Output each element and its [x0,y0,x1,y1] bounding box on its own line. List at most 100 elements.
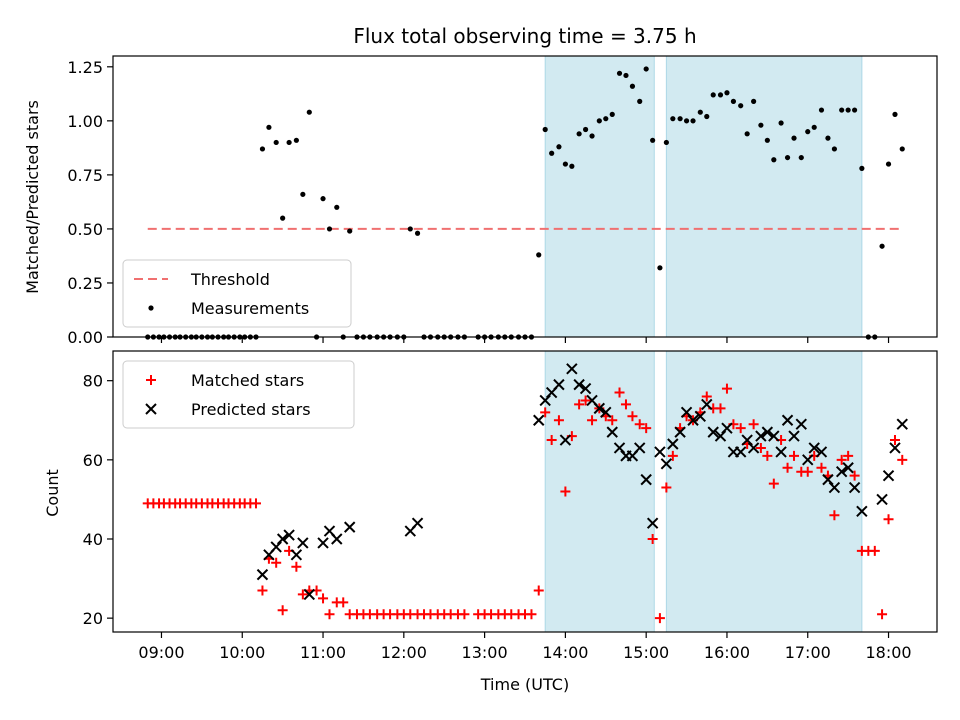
matched-stars-point [291,561,302,572]
matched-stars-point [883,514,894,525]
matched-stars-point [869,545,880,556]
y-axis-label-top: Matched/Predicted stars [23,100,42,294]
predicted-stars-point [694,410,707,423]
predicted-stars-point [747,442,760,454]
x-axis-label: Time (UTC) [480,675,569,694]
measurement-point [266,124,272,130]
predicted-stars-point [768,430,780,442]
predicted-stars-point [707,426,719,438]
matched-stars-point [526,609,537,620]
matched-stars-point [836,454,847,465]
predicted-stars-point [634,442,646,454]
matched-stars-point [802,466,813,477]
matched-stars-point [580,395,591,406]
y-tick-label: 0.00 [67,328,103,347]
measurement-point [589,133,595,139]
matched-stars-point [318,593,329,604]
predicted-stars-point [553,378,565,391]
measurement-point [549,150,555,156]
matched-stars-point [701,391,712,402]
measurement-point [798,154,804,161]
predicted-stars-point [539,394,551,407]
measurement-point [286,139,292,146]
matched-stars-point [768,478,779,489]
measurement-point [805,129,811,135]
predicted-stars-point [343,521,356,533]
predicted-stars-point [317,537,329,549]
measurement-point [576,131,582,137]
matched-stars-point [877,609,888,620]
legend-label: Measurements [191,299,309,318]
predicted-stars-point [714,430,727,442]
measurement-point [609,111,615,117]
x-tick-label: 15:00 [623,643,669,662]
measurement-point [744,131,750,137]
predicted-stars-point [579,382,592,395]
observing-window-band [665,55,863,338]
measurement-point [603,116,609,122]
measurement-point [663,139,669,146]
matched-stars-point [721,383,732,394]
matched-stars-point [324,609,335,620]
measurement-point [623,72,629,79]
predicted-stars-point [674,426,686,438]
matched-stars-point [647,533,658,544]
matched-stars-point [843,450,854,461]
matched-stars-point [654,613,665,624]
predicted-stars-point [640,473,652,486]
predicted-stars-point [788,430,800,442]
predicted-stars-point [573,378,585,391]
measurement-point [892,111,898,117]
legend-predicted-swatch [145,403,157,415]
legend-matched-swatch [146,375,156,385]
predicted-stars-point [896,418,908,430]
legend-box [122,360,355,429]
measurement-point [852,107,858,113]
predicted-stars-point [835,466,848,478]
predicted-stars-point [842,462,854,474]
predicted-stars-point [761,426,774,438]
matched-stars-point [641,423,652,434]
legend-box [122,259,352,328]
shade-layer-bottom [544,350,863,633]
measurement-point [764,137,770,143]
y-axis-label-bottom: Count [43,469,62,517]
predicted-stars-point [411,517,424,529]
marks-layer [142,66,908,624]
matched-stars-point [533,585,544,596]
predicted-stars-point [290,549,303,561]
x-tick-label: 18:00 [865,643,911,662]
matched-stars-point [560,486,571,497]
measurement-point [690,118,696,124]
measurement-point [306,109,312,115]
measurement-point [637,98,643,104]
measurement-point [683,118,690,124]
measurement-point [751,98,757,104]
predicted-stars-point [646,517,659,529]
matched-stars-point [661,482,672,493]
matched-stars-point [715,403,726,414]
measurement-point [784,154,791,161]
measurement-point [730,98,737,104]
predicted-stars-point [734,446,747,458]
predicted-stars-point [856,505,868,517]
matched-stars-point [755,442,766,453]
measurement-point [845,107,851,113]
measurement-point [643,66,649,72]
measurement-point [738,103,744,109]
matched-stars-point [587,415,598,426]
predicted-stars-point [276,533,289,545]
y-tick-label: 1.25 [67,58,103,77]
matched-stars-point [627,411,638,422]
matched-stars-point [634,419,645,430]
predicted-stars-point [876,493,888,506]
x-tick-label: 11:00 [300,643,346,662]
measurement-point [710,92,716,98]
measurement-point [818,107,825,113]
matched-stars-point [889,435,900,446]
x-tick-label: 17:00 [785,643,831,662]
predicted-stars-point [808,442,820,454]
matched-stars-point [667,450,678,461]
plot-frame [112,55,938,338]
